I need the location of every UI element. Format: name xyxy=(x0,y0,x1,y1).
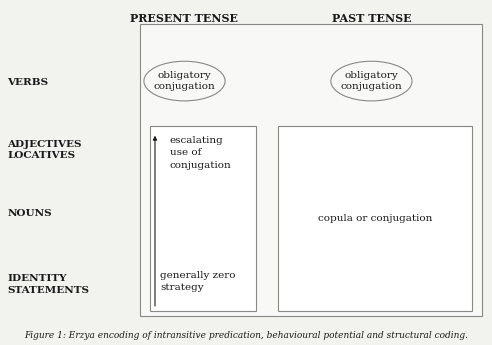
Text: IDENTITY
STATEMENTS: IDENTITY STATEMENTS xyxy=(7,274,90,295)
Text: PRESENT TENSE: PRESENT TENSE xyxy=(130,13,239,24)
Ellipse shape xyxy=(331,61,412,101)
Text: VERBS: VERBS xyxy=(7,78,49,87)
FancyBboxPatch shape xyxy=(278,126,472,310)
Text: copula or conjugation: copula or conjugation xyxy=(318,214,432,223)
Text: escalating
use of
conjugation: escalating use of conjugation xyxy=(170,136,232,170)
Text: generally zero
strategy: generally zero strategy xyxy=(160,271,235,292)
Text: Figure 1: Erzya encoding of intransitive predication, behavioural potential and : Figure 1: Erzya encoding of intransitive… xyxy=(24,331,468,340)
Text: NOUNS: NOUNS xyxy=(7,209,52,218)
Text: obligatory
conjugation: obligatory conjugation xyxy=(340,71,402,91)
Text: PAST TENSE: PAST TENSE xyxy=(332,13,411,24)
FancyBboxPatch shape xyxy=(140,24,482,316)
Text: ADJECTIVES
LOCATIVES: ADJECTIVES LOCATIVES xyxy=(7,140,82,160)
FancyBboxPatch shape xyxy=(150,126,256,310)
Ellipse shape xyxy=(144,61,225,101)
Text: obligatory
conjugation: obligatory conjugation xyxy=(154,71,215,91)
